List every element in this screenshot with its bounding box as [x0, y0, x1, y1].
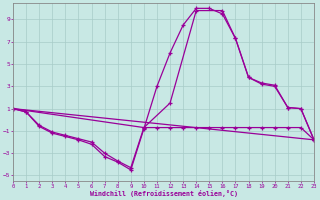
- X-axis label: Windchill (Refroidissement éolien,°C): Windchill (Refroidissement éolien,°C): [90, 190, 237, 197]
